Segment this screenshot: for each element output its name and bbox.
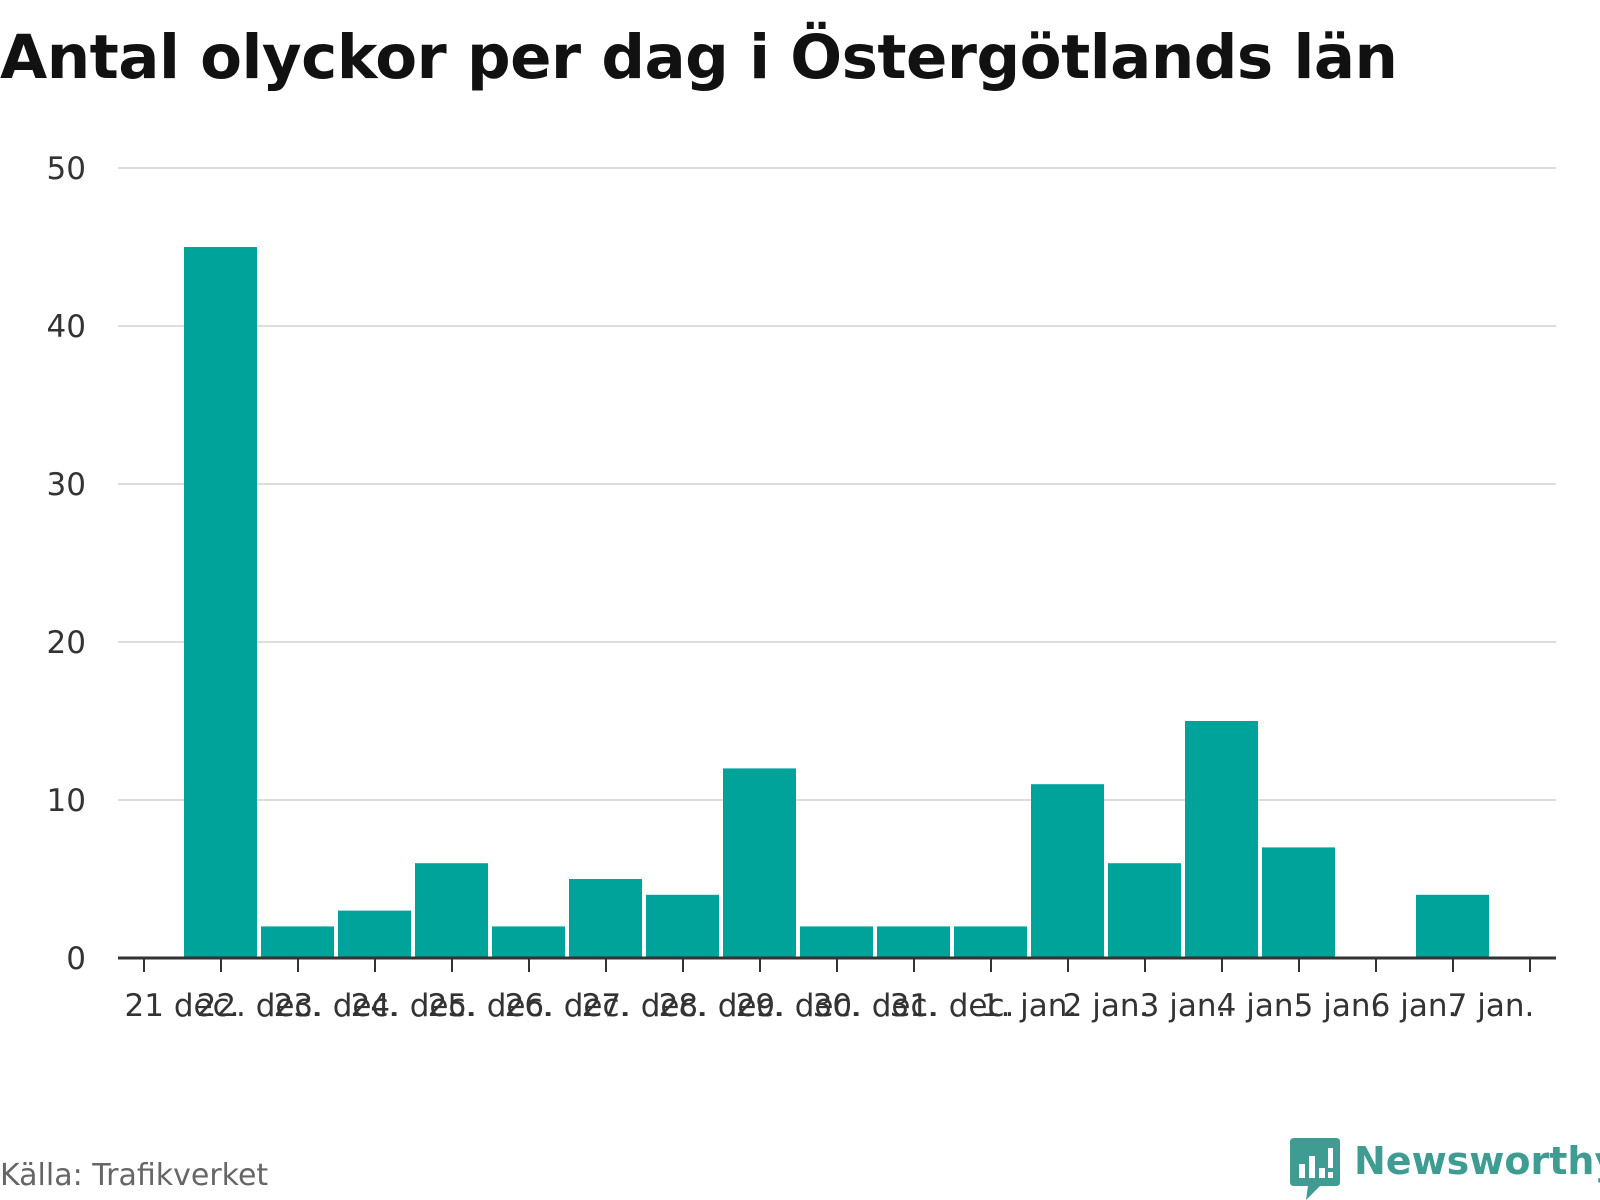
x-tick-label: 7 jan. (1448, 988, 1535, 1024)
x-tick-label: 23. dec. (274, 988, 399, 1024)
bar (954, 926, 1027, 958)
y-tick-label: 30 (47, 467, 86, 503)
bar (261, 926, 334, 958)
x-tick-label: 30. dec. (813, 988, 938, 1024)
source-note: Källa: Trafikverket (0, 1158, 269, 1193)
bar (1416, 894, 1489, 958)
bar (338, 910, 411, 958)
bar-chart: 0 10 20 30 40 50 21 dec.22. dec.23. dec.24. d… (47, 151, 1556, 1024)
bar (184, 247, 257, 958)
bar (646, 894, 719, 958)
chart-title: Antal olyckor per dag i Östergötlands lä… (0, 22, 1398, 93)
bar (569, 879, 642, 958)
x-tick-label: 2 jan. (1063, 988, 1150, 1024)
bar (1108, 863, 1181, 958)
x-tick-label: 26. dec. (505, 988, 630, 1024)
newsworthy-logo-icon (1290, 1138, 1340, 1200)
x-tick-label: 28. dec. (659, 988, 784, 1024)
bar (800, 926, 873, 958)
x-tick-label: 3 jan. (1140, 988, 1227, 1024)
x-tick-label: 4 jan. (1217, 988, 1304, 1024)
x-tick-label: 1. jan. (981, 988, 1078, 1024)
x-tick-label: 24. dec. (351, 988, 476, 1024)
bar (1262, 847, 1335, 958)
y-tick-label: 10 (47, 783, 86, 819)
brand-logo: Newsworthy (1290, 1138, 1600, 1200)
x-tick-label: 21 dec. (125, 988, 240, 1024)
brand-name: Newsworthy (1354, 1139, 1600, 1183)
x-tick-label: 25. dec. (428, 988, 553, 1024)
y-tick-label: 50 (47, 151, 86, 187)
y-tick-label: 20 (47, 625, 86, 661)
y-tick-label: 0 (66, 941, 86, 977)
bar (723, 768, 796, 958)
bar (1031, 784, 1104, 958)
y-axis-ticks: 0 10 20 30 40 50 (47, 151, 86, 977)
x-tick-label: 29. dec. (736, 988, 861, 1024)
bar (1185, 721, 1258, 958)
bar (492, 926, 565, 958)
x-axis: 21 dec.22. dec.23. dec.24. dec.25. dec.2… (118, 956, 1556, 1024)
x-tick-label: 22. dec. (197, 988, 322, 1024)
bar (877, 926, 950, 958)
x-tick-label: 5 jan. (1294, 988, 1381, 1024)
x-tick-label: 31. dec. (890, 988, 1015, 1024)
bar (415, 863, 488, 958)
bars (184, 247, 1489, 958)
x-tick-label: 6 jan. (1371, 988, 1458, 1024)
y-tick-label: 40 (47, 309, 86, 345)
gridlines (118, 167, 1556, 801)
x-tick-label: 27. dec. (582, 988, 707, 1024)
